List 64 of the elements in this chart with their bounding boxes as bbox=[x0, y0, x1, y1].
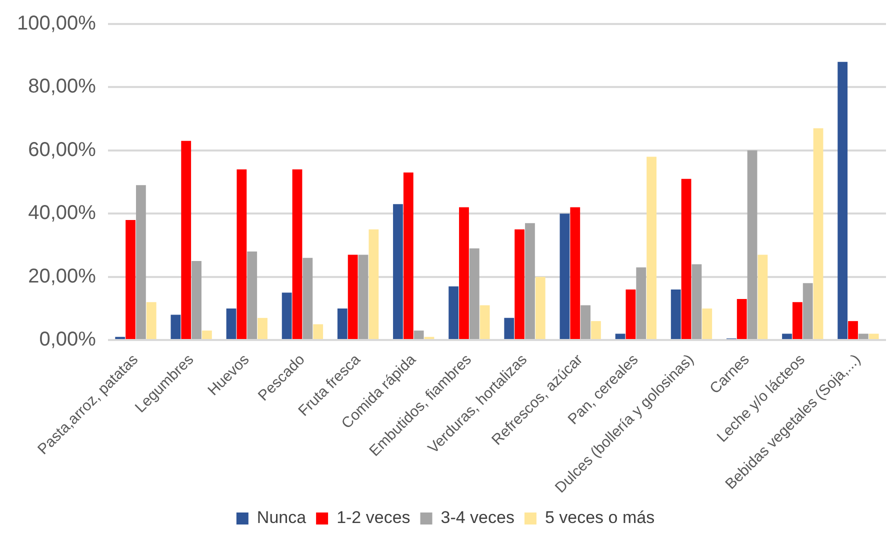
bar bbox=[115, 336, 126, 340]
bar bbox=[591, 321, 601, 340]
bar bbox=[580, 305, 590, 340]
legend-label: 5 veces o más bbox=[544, 508, 655, 528]
bar bbox=[525, 223, 535, 340]
bar bbox=[192, 261, 202, 340]
bar bbox=[681, 178, 692, 340]
legend-label: 1-2 veces bbox=[336, 508, 410, 528]
y-tick-label: 0,00% bbox=[39, 328, 96, 351]
bar bbox=[136, 185, 146, 340]
bar bbox=[302, 258, 313, 340]
bar bbox=[504, 318, 514, 340]
bar bbox=[126, 220, 136, 340]
bar bbox=[236, 169, 247, 340]
bar bbox=[848, 321, 858, 340]
bar bbox=[838, 62, 848, 340]
bar bbox=[813, 128, 824, 340]
bar bbox=[702, 308, 712, 340]
y-tick-label: 80,00% bbox=[28, 76, 96, 98]
bar bbox=[802, 283, 813, 340]
bar bbox=[758, 254, 768, 340]
y-tick-label: 40,00% bbox=[28, 202, 96, 224]
bar bbox=[202, 330, 212, 340]
bar bbox=[146, 302, 156, 340]
bar bbox=[292, 169, 302, 340]
bar bbox=[570, 207, 580, 340]
bar bbox=[258, 318, 268, 340]
bar bbox=[636, 267, 646, 340]
bar bbox=[313, 324, 324, 340]
bar bbox=[747, 150, 758, 340]
bar bbox=[480, 305, 490, 340]
bar bbox=[170, 314, 181, 340]
bar bbox=[615, 334, 626, 340]
legend-label: 3-4 veces bbox=[440, 508, 514, 528]
legend-label: Nunca bbox=[256, 508, 307, 528]
bar bbox=[736, 298, 747, 340]
bar bbox=[403, 172, 414, 340]
bar bbox=[692, 264, 702, 340]
bar bbox=[560, 214, 570, 340]
bar bbox=[868, 334, 879, 340]
y-tick-label: 20,00% bbox=[28, 265, 96, 288]
bar bbox=[414, 330, 424, 340]
y-tick-label: 60,00% bbox=[28, 138, 96, 161]
bar bbox=[393, 204, 403, 340]
bar bbox=[535, 276, 546, 340]
bar bbox=[626, 289, 636, 340]
bar bbox=[782, 334, 792, 340]
bar bbox=[358, 254, 368, 340]
bar bbox=[247, 252, 258, 340]
bar bbox=[282, 292, 292, 340]
bar bbox=[181, 140, 192, 340]
bar bbox=[858, 334, 868, 340]
bar bbox=[792, 302, 802, 340]
bar bbox=[348, 254, 358, 340]
bar bbox=[448, 286, 459, 340]
y-tick-label: 100,00% bbox=[16, 12, 96, 35]
bar bbox=[337, 308, 348, 340]
bar bbox=[368, 229, 379, 340]
bar bbox=[514, 229, 525, 340]
bar bbox=[670, 289, 681, 340]
bar bbox=[226, 308, 236, 340]
bar bbox=[646, 156, 656, 340]
bar bbox=[459, 207, 469, 340]
bar bbox=[469, 248, 480, 340]
